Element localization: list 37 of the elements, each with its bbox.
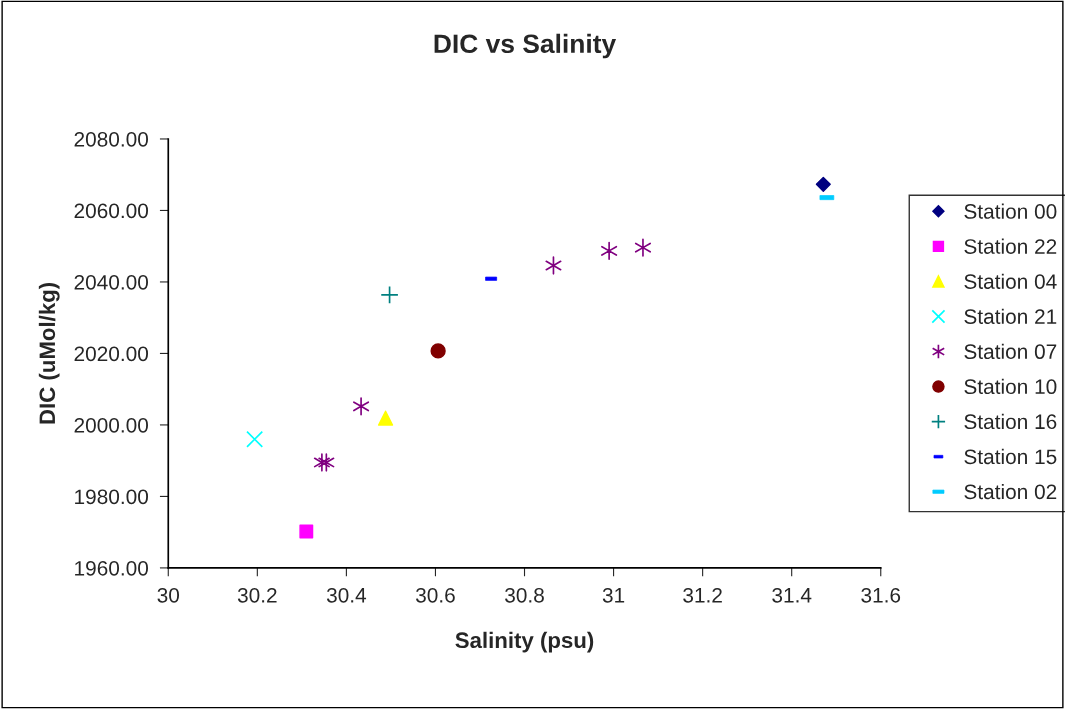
point — [601, 241, 618, 261]
chart-title: DIC vs Salinity — [434, 33, 617, 59]
point — [815, 176, 831, 192]
point — [377, 410, 394, 426]
point — [299, 524, 314, 539]
legend-label: Station 00 — [964, 203, 1057, 219]
point — [430, 343, 446, 359]
legend-label: Station 21 — [964, 308, 1057, 324]
point — [634, 238, 652, 257]
legend-label: Station 02 — [964, 483, 1057, 500]
x-tick-label: 30 — [157, 587, 180, 603]
x-tick-label: 31.4 — [772, 587, 812, 603]
x-tick-label: 30.4 — [326, 587, 367, 603]
legend-label: Station 15 — [964, 448, 1057, 465]
y-tick-label: 2000.00 — [74, 417, 149, 433]
x-tick-label: 31 — [602, 587, 625, 603]
y-axis-title: DIC (uMol/kg) — [38, 282, 60, 424]
x-tick-label: 30.2 — [237, 587, 277, 603]
y-tick-label: 1980.00 — [75, 489, 149, 505]
x-axis-title: Salinity (psu) — [455, 631, 594, 653]
x-tick-label: 30.8 — [505, 587, 544, 603]
legend-label: Station 10 — [964, 378, 1057, 395]
legend-label: Station 16 — [964, 413, 1057, 430]
y-tick-label: 2020.00 — [74, 346, 149, 362]
point — [353, 397, 370, 416]
y-tick-label: 2080.00 — [74, 131, 149, 147]
y-tick-label: 1960.00 — [75, 560, 149, 576]
point — [380, 285, 399, 304]
legend-label: Station 22 — [964, 238, 1057, 254]
y-tick-label: 2040.00 — [74, 274, 149, 290]
x-tick-label: 30.6 — [415, 587, 455, 603]
legend-label: Station 07 — [964, 343, 1057, 360]
point — [246, 430, 264, 448]
x-tick-label: 31.2 — [683, 587, 722, 603]
x-tick-label: 31.6 — [861, 587, 901, 603]
y-tick-label: 2060.00 — [74, 203, 149, 219]
legend-label: Station 04 — [964, 273, 1057, 289]
